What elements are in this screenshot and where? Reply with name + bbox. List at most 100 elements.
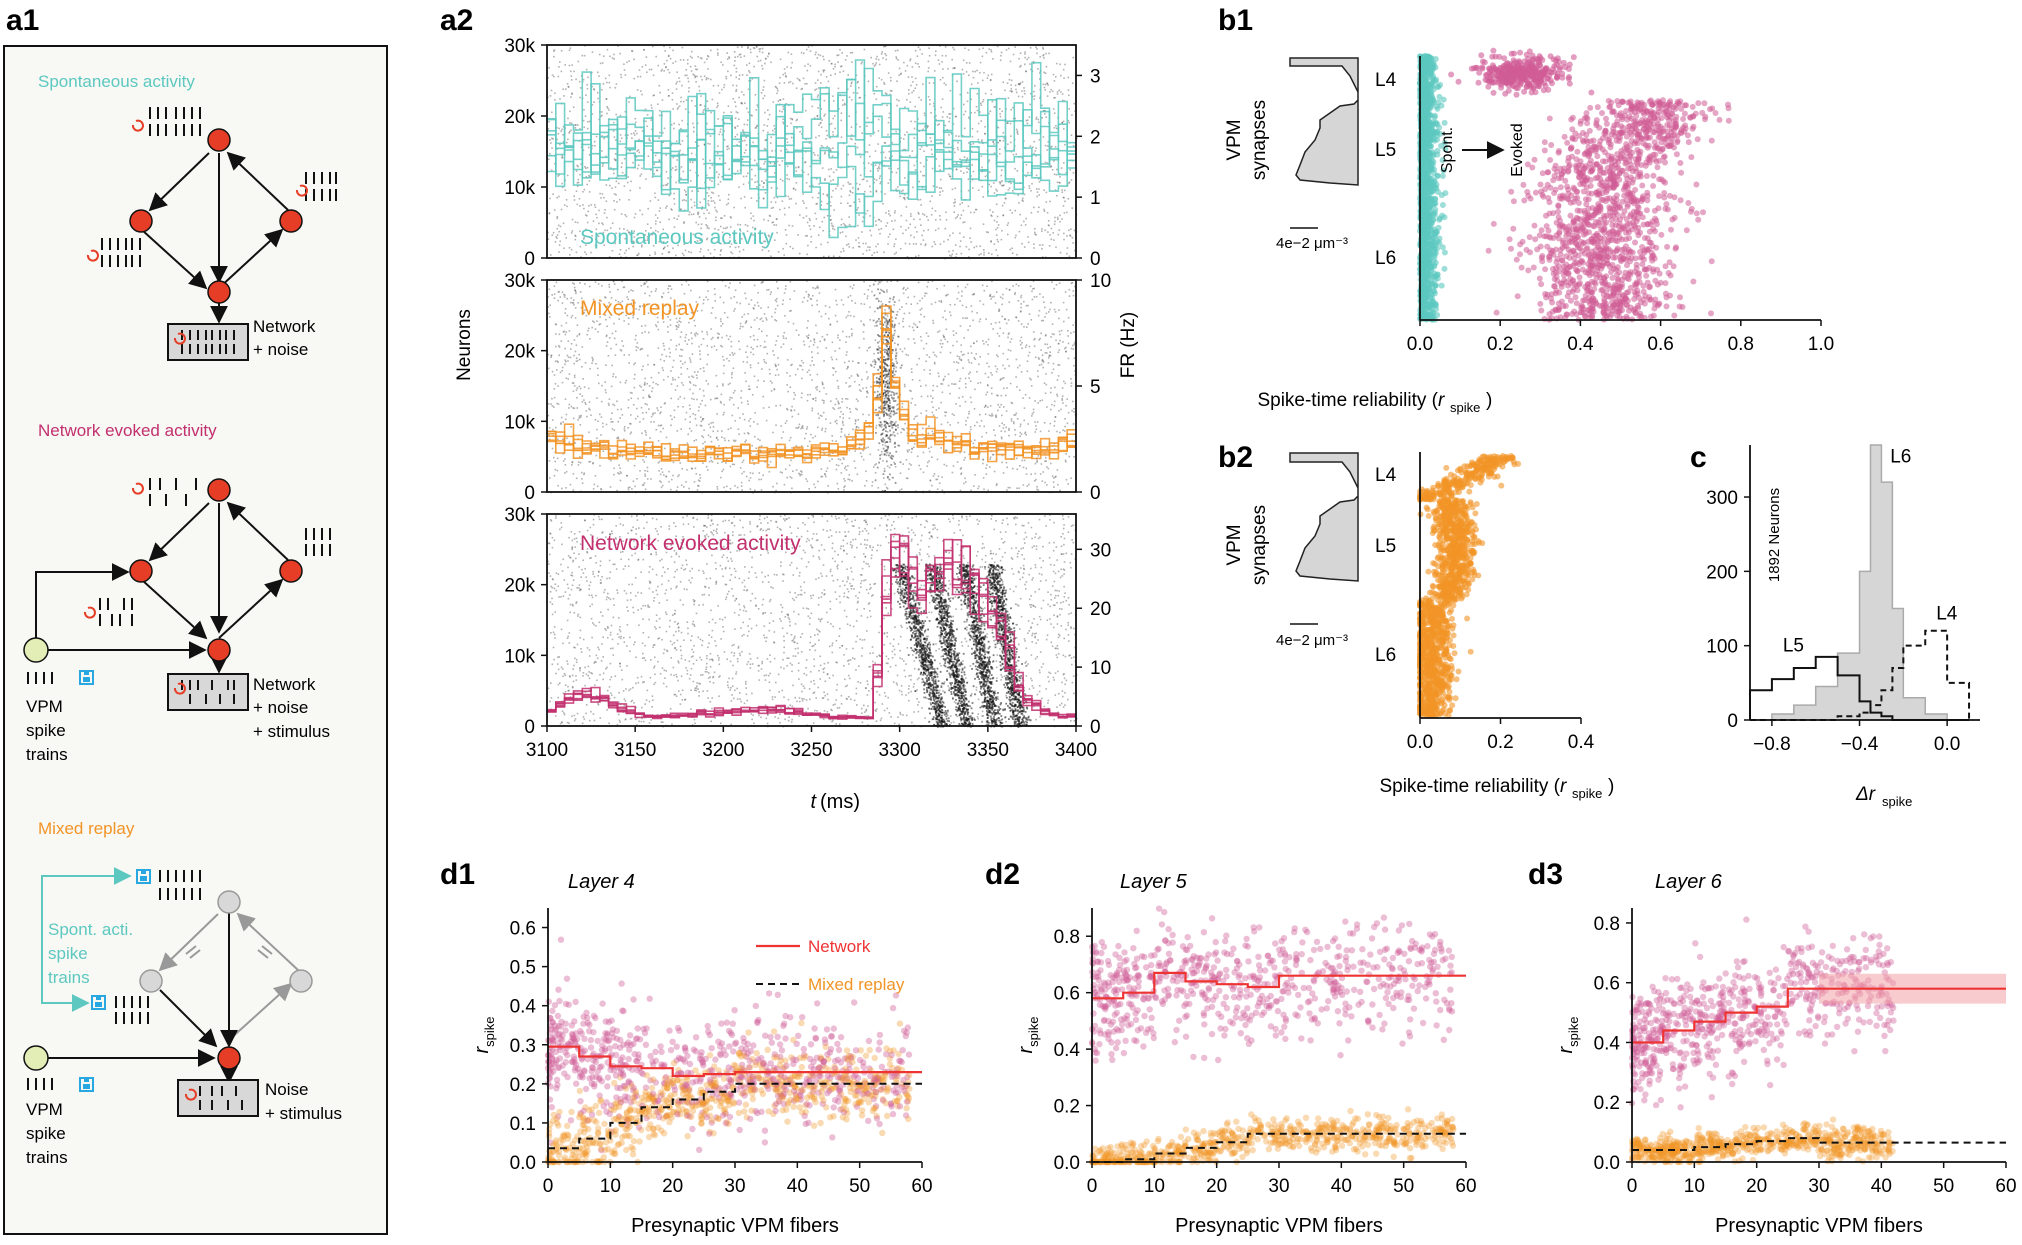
spike xyxy=(568,86,570,88)
spike xyxy=(993,143,995,145)
spike xyxy=(687,59,689,61)
spike xyxy=(1039,244,1041,246)
spike xyxy=(894,253,896,255)
spike xyxy=(640,90,642,92)
spike xyxy=(692,162,694,164)
spike xyxy=(603,197,605,199)
spike xyxy=(1068,108,1070,110)
spike xyxy=(788,82,790,84)
spike xyxy=(806,182,808,184)
spike xyxy=(780,59,782,61)
spike xyxy=(918,97,920,99)
spike xyxy=(821,119,823,121)
spike xyxy=(821,127,823,129)
spike xyxy=(850,138,852,140)
spike xyxy=(1000,55,1002,57)
spike xyxy=(904,199,906,201)
spike xyxy=(779,209,781,211)
spike xyxy=(963,114,965,116)
spike xyxy=(694,202,696,204)
spike xyxy=(1010,183,1012,185)
spike xyxy=(609,56,611,58)
spike xyxy=(566,142,568,144)
spike xyxy=(990,186,992,188)
spike xyxy=(822,56,824,58)
spike xyxy=(1006,49,1008,51)
spike xyxy=(810,229,812,231)
spike xyxy=(935,230,937,232)
spike xyxy=(1060,252,1062,254)
spike xyxy=(680,59,682,61)
spike xyxy=(773,101,775,103)
spike xyxy=(722,64,724,66)
spike xyxy=(746,144,748,146)
spike xyxy=(723,87,725,89)
spike xyxy=(788,225,790,227)
spike xyxy=(929,99,931,101)
spike xyxy=(908,76,910,78)
spike xyxy=(702,111,704,113)
spike xyxy=(624,69,626,71)
spike xyxy=(655,56,657,58)
spike xyxy=(559,61,561,63)
spike xyxy=(596,217,598,219)
spike xyxy=(1052,91,1054,93)
spike xyxy=(550,95,552,97)
spike xyxy=(615,87,617,89)
spike xyxy=(707,68,709,70)
spike xyxy=(1036,48,1038,50)
spike xyxy=(960,240,962,242)
spike xyxy=(852,192,854,194)
spike xyxy=(795,203,797,205)
spike xyxy=(667,69,669,71)
spike xyxy=(587,121,589,123)
spike xyxy=(957,149,959,151)
spike xyxy=(720,129,722,131)
spike xyxy=(885,92,887,94)
spike xyxy=(877,243,879,245)
spike xyxy=(886,55,888,57)
spike xyxy=(1023,87,1025,89)
spike xyxy=(841,196,843,198)
spike xyxy=(1058,90,1060,92)
spike xyxy=(702,159,704,161)
spike xyxy=(890,80,892,82)
spike xyxy=(947,239,949,241)
spike xyxy=(1054,174,1056,176)
spike xyxy=(895,131,897,133)
raster-spontaneous: 010k20k30k0123Spontaneous activity xyxy=(504,36,1100,270)
spike xyxy=(597,72,599,74)
spike xyxy=(620,141,622,143)
spike xyxy=(605,78,607,80)
spike xyxy=(960,170,962,172)
spike xyxy=(677,108,679,110)
spike xyxy=(799,214,801,216)
spike xyxy=(1029,116,1031,118)
spike xyxy=(784,73,786,75)
spike xyxy=(966,246,968,248)
spike xyxy=(1034,85,1036,87)
spike xyxy=(761,180,763,182)
spike xyxy=(718,174,720,176)
spike xyxy=(636,133,638,135)
spike xyxy=(952,232,954,234)
spike xyxy=(924,175,926,177)
a1-title-mixed-replay: Mixed replay xyxy=(38,819,135,838)
spike xyxy=(698,86,700,88)
spike xyxy=(918,255,920,257)
spike xyxy=(1017,170,1019,172)
spike xyxy=(603,83,605,85)
spike xyxy=(639,187,641,189)
spike xyxy=(985,133,987,135)
vpm-label: VPM xyxy=(26,697,63,716)
spike xyxy=(894,243,896,245)
spike xyxy=(940,219,942,221)
spike xyxy=(1029,63,1031,65)
spike xyxy=(877,170,879,172)
spike xyxy=(647,208,649,210)
spike xyxy=(604,209,606,211)
spike xyxy=(615,153,617,155)
spike xyxy=(1067,247,1069,249)
spike xyxy=(834,73,836,75)
spike xyxy=(716,107,718,109)
